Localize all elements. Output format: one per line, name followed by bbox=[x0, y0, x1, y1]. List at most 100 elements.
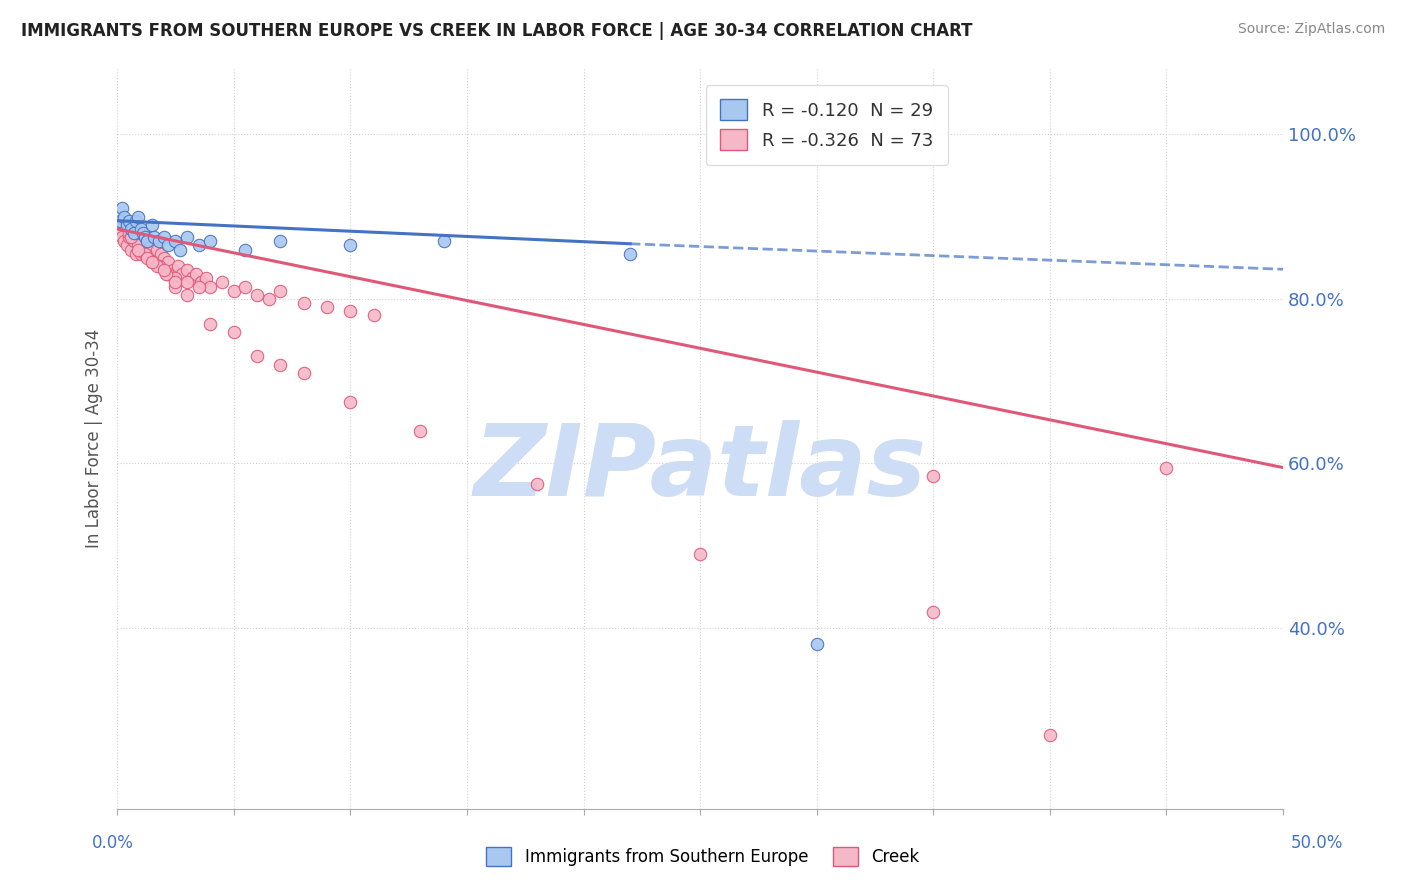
Point bbox=[143, 255, 166, 269]
Point bbox=[153, 263, 176, 277]
Point bbox=[176, 276, 198, 290]
Text: IMMIGRANTS FROM SOUTHERN EUROPE VS CREEK IN LABOR FORCE | AGE 30-34 CORRELATION : IMMIGRANTS FROM SOUTHERN EUROPE VS CREEK… bbox=[21, 22, 973, 40]
Point bbox=[339, 394, 361, 409]
Point bbox=[153, 230, 176, 244]
Point bbox=[155, 267, 177, 281]
Y-axis label: In Labor Force | Age 30-34: In Labor Force | Age 30-34 bbox=[86, 329, 103, 549]
Point bbox=[157, 238, 180, 252]
Point bbox=[112, 210, 135, 224]
Point bbox=[129, 246, 152, 260]
Text: ZIPatlas: ZIPatlas bbox=[474, 420, 927, 516]
Point bbox=[176, 287, 198, 301]
Point bbox=[129, 222, 152, 236]
Point bbox=[122, 235, 145, 249]
Point bbox=[172, 267, 194, 281]
Point bbox=[118, 230, 141, 244]
Point bbox=[526, 477, 548, 491]
Point bbox=[339, 238, 361, 252]
Point bbox=[134, 246, 156, 260]
Point bbox=[134, 230, 156, 244]
Point bbox=[141, 238, 163, 252]
Point bbox=[111, 202, 134, 216]
Point bbox=[157, 267, 180, 281]
Point bbox=[134, 246, 156, 260]
Point bbox=[150, 246, 173, 260]
Point bbox=[141, 255, 163, 269]
Point bbox=[269, 358, 291, 372]
Legend: R = -0.120  N = 29, R = -0.326  N = 73: R = -0.120 N = 29, R = -0.326 N = 73 bbox=[706, 85, 948, 165]
Point bbox=[120, 222, 142, 236]
Point bbox=[122, 226, 145, 240]
Point bbox=[143, 230, 166, 244]
Point bbox=[689, 547, 711, 561]
Point bbox=[269, 284, 291, 298]
Point bbox=[165, 235, 187, 249]
Text: Source: ZipAtlas.com: Source: ZipAtlas.com bbox=[1237, 22, 1385, 37]
Point bbox=[1039, 728, 1062, 742]
Point bbox=[200, 235, 222, 249]
Point bbox=[339, 304, 361, 318]
Point bbox=[1156, 460, 1178, 475]
Point bbox=[122, 230, 145, 244]
Point bbox=[235, 243, 257, 257]
Point bbox=[200, 279, 222, 293]
Point bbox=[148, 235, 170, 249]
Point bbox=[235, 279, 257, 293]
Point bbox=[176, 263, 198, 277]
Point bbox=[136, 243, 159, 257]
Point bbox=[409, 424, 432, 438]
Point bbox=[165, 279, 187, 293]
Point bbox=[120, 243, 142, 257]
Point bbox=[112, 235, 135, 249]
Point bbox=[246, 287, 269, 301]
Point bbox=[108, 213, 131, 227]
Point bbox=[115, 218, 138, 232]
Point bbox=[619, 246, 641, 260]
Point bbox=[316, 300, 339, 314]
Point bbox=[148, 259, 170, 273]
Point bbox=[136, 235, 159, 249]
Point bbox=[127, 210, 149, 224]
Point bbox=[176, 230, 198, 244]
Point bbox=[111, 230, 134, 244]
Point bbox=[292, 366, 315, 380]
Point bbox=[222, 325, 245, 339]
Point bbox=[108, 222, 131, 236]
Point bbox=[246, 350, 269, 364]
Point bbox=[169, 243, 191, 257]
Point bbox=[153, 251, 176, 265]
Point bbox=[200, 317, 222, 331]
Legend: Immigrants from Southern Europe, Creek: Immigrants from Southern Europe, Creek bbox=[479, 840, 927, 873]
Point bbox=[132, 238, 155, 252]
Point bbox=[127, 235, 149, 249]
Point bbox=[922, 468, 945, 483]
Point bbox=[186, 267, 208, 281]
Point bbox=[222, 284, 245, 298]
Point bbox=[146, 243, 169, 257]
Point bbox=[118, 213, 141, 227]
Point bbox=[148, 255, 170, 269]
Point bbox=[433, 235, 456, 249]
Point bbox=[141, 218, 163, 232]
Point bbox=[194, 271, 217, 285]
Point bbox=[118, 226, 141, 240]
Point bbox=[115, 238, 138, 252]
Point bbox=[190, 276, 212, 290]
Point bbox=[157, 255, 180, 269]
Point bbox=[166, 259, 188, 273]
Point bbox=[139, 251, 162, 265]
Point bbox=[125, 246, 148, 260]
Point bbox=[292, 296, 315, 310]
Point bbox=[806, 637, 828, 651]
Point bbox=[141, 255, 163, 269]
Point bbox=[187, 238, 209, 252]
Text: 0.0%: 0.0% bbox=[91, 834, 134, 852]
Point bbox=[363, 309, 385, 323]
Point bbox=[165, 271, 187, 285]
Point bbox=[127, 238, 149, 252]
Point bbox=[136, 251, 159, 265]
Point bbox=[922, 605, 945, 619]
Point bbox=[120, 230, 142, 244]
Point bbox=[132, 226, 155, 240]
Point bbox=[146, 259, 169, 273]
